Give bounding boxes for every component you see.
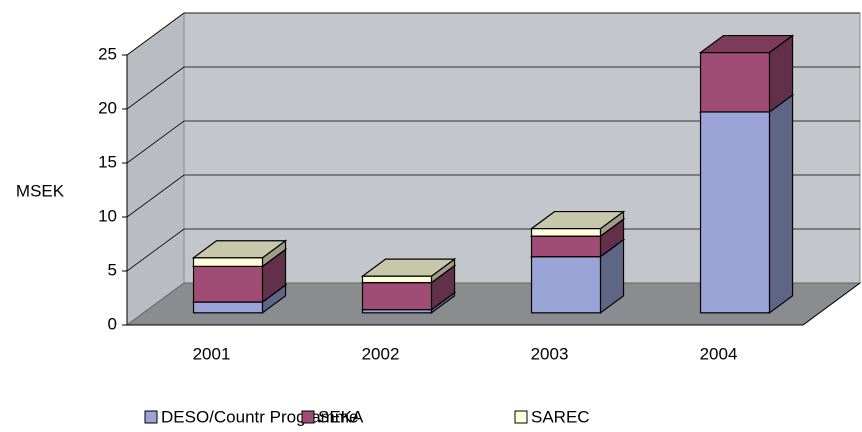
- bar-top: [698, 34, 795, 54]
- bar-front: [530, 235, 602, 258]
- legend-label: SAREC: [531, 407, 590, 426]
- x-tick-label: 2003: [531, 344, 569, 363]
- bar-front: [530, 227, 602, 237]
- bar-front: [699, 111, 771, 314]
- floor-edge: [802, 282, 861, 326]
- side-wall: [126, 12, 185, 326]
- bar-top: [360, 258, 457, 277]
- bar-front: [530, 256, 602, 314]
- y-tick-label: 20: [98, 98, 117, 117]
- grid-line: [126, 12, 860, 56]
- grid-line: [126, 66, 860, 110]
- bar-top: [529, 210, 626, 230]
- bar-segment: [360, 257, 457, 284]
- legend-label: SEKA: [318, 407, 364, 426]
- legend-swatch: [514, 410, 528, 424]
- x-tick-label: 2001: [193, 344, 231, 363]
- bar-top: [191, 240, 288, 259]
- y-tick-label: 10: [98, 206, 117, 225]
- y-axis-label: MSEK: [16, 181, 65, 200]
- y-tick-label: 0: [108, 314, 117, 333]
- grid-line: [126, 120, 860, 164]
- legend-swatch: [301, 410, 315, 424]
- x-tick-label: 2004: [700, 344, 738, 363]
- bar-front: [699, 51, 771, 113]
- marks: [191, 34, 795, 315]
- bar-front: [192, 265, 264, 303]
- y-tick-label: 15: [98, 152, 117, 171]
- bar-front: [361, 275, 433, 284]
- bar-front: [361, 281, 433, 311]
- y-tick-label: 5: [108, 260, 117, 279]
- x-tick-label: 2002: [362, 344, 400, 363]
- legend-swatch: [144, 410, 158, 424]
- grid-line: [126, 174, 860, 218]
- bar-side: [768, 93, 794, 315]
- bar-front: [192, 301, 264, 314]
- bar-front: [192, 257, 264, 267]
- bar-segment: [191, 239, 288, 268]
- bar-segment: [698, 34, 795, 114]
- y-tick-label: 25: [98, 44, 117, 63]
- bar-segment: [698, 93, 795, 315]
- grid-line: [126, 228, 860, 272]
- bar-segment: [529, 210, 626, 238]
